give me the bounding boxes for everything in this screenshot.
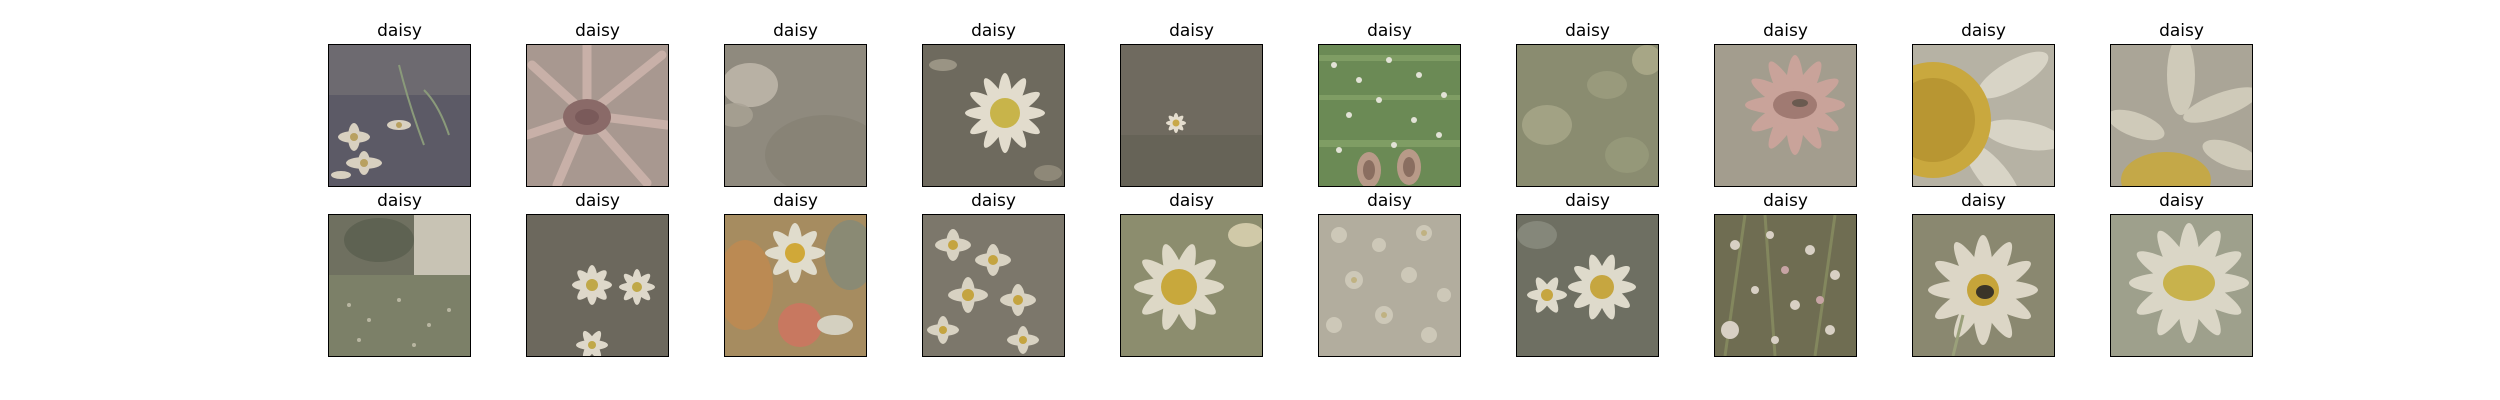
flower-thumbnail (1120, 214, 1263, 357)
flower-thumbnail (1714, 214, 1857, 357)
flower-thumbnail (1318, 44, 1461, 187)
grass-with-shoes-image (1319, 45, 1460, 186)
flower-thumbnail (1318, 214, 1461, 357)
flower-thumbnail (1120, 44, 1263, 187)
tiny-daisy-image (1121, 45, 1262, 186)
image-label: daisy (773, 21, 818, 41)
image-label: daisy (1367, 21, 1412, 41)
flower-thumbnail (1714, 44, 1857, 187)
daisy-cluster-image (923, 215, 1064, 356)
image-label: daisy (1961, 21, 2006, 41)
flower-thumbnail (2110, 214, 2253, 357)
image-label: daisy (575, 191, 620, 211)
blurred-meadow-image (1517, 45, 1658, 186)
image-label: daisy (377, 21, 422, 41)
image-label: daisy (773, 191, 818, 211)
two-daisies-dark-image (1517, 215, 1658, 356)
daisy-petals-image (2111, 45, 2252, 186)
image-label: daisy (1961, 191, 2006, 211)
flower-thumbnail (1912, 44, 2055, 187)
blurred-petal-image (725, 45, 866, 186)
flower-thumbnail (922, 214, 1065, 357)
shrubs-wall-image (329, 215, 470, 356)
flower-thumbnail (1516, 214, 1659, 357)
pink-gerbera-image (527, 45, 668, 186)
pale-daisy-field-image (1319, 215, 1460, 356)
daisies-purple-image (329, 45, 470, 186)
flower-thumbnail (328, 214, 471, 357)
image-label: daisy (377, 191, 422, 211)
image-label: daisy (1565, 191, 1610, 211)
image-label: daisy (2159, 21, 2204, 41)
daisy-light-green-image (2111, 215, 2252, 356)
flower-thumbnail (724, 214, 867, 357)
flower-thumbnail (526, 214, 669, 357)
flower-thumbnail (1912, 214, 2055, 357)
wildflowers-grass-image (1715, 215, 1856, 356)
flower-thumbnail (1516, 44, 1659, 187)
flower-thumbnail (922, 44, 1065, 187)
image-label: daisy (971, 21, 1016, 41)
single-daisy-image (923, 45, 1064, 186)
daisy-bouquet-image (725, 215, 866, 356)
flower-thumbnail (526, 44, 669, 187)
daisy-closeup-green-image (1121, 215, 1262, 356)
daisy-centre-closeup-image (1913, 45, 2054, 186)
image-label: daisy (1367, 191, 1412, 211)
image-label: daisy (1763, 21, 1808, 41)
flower-thumbnail (724, 44, 867, 187)
image-label: daisy (575, 21, 620, 41)
flower-thumbnail (328, 44, 471, 187)
image-label: daisy (1169, 191, 1214, 211)
image-label: daisy (971, 191, 1016, 211)
image-label: daisy (1565, 21, 1610, 41)
flower-thumbnail (2110, 44, 2253, 187)
pink-gerbera-beige-image (1715, 45, 1856, 186)
two-daisies-grey-image (527, 215, 668, 356)
image-label: daisy (1169, 21, 1214, 41)
daisy-with-insect-image (1913, 215, 2054, 356)
image-label: daisy (2159, 191, 2204, 211)
image-label: daisy (1763, 191, 1808, 211)
